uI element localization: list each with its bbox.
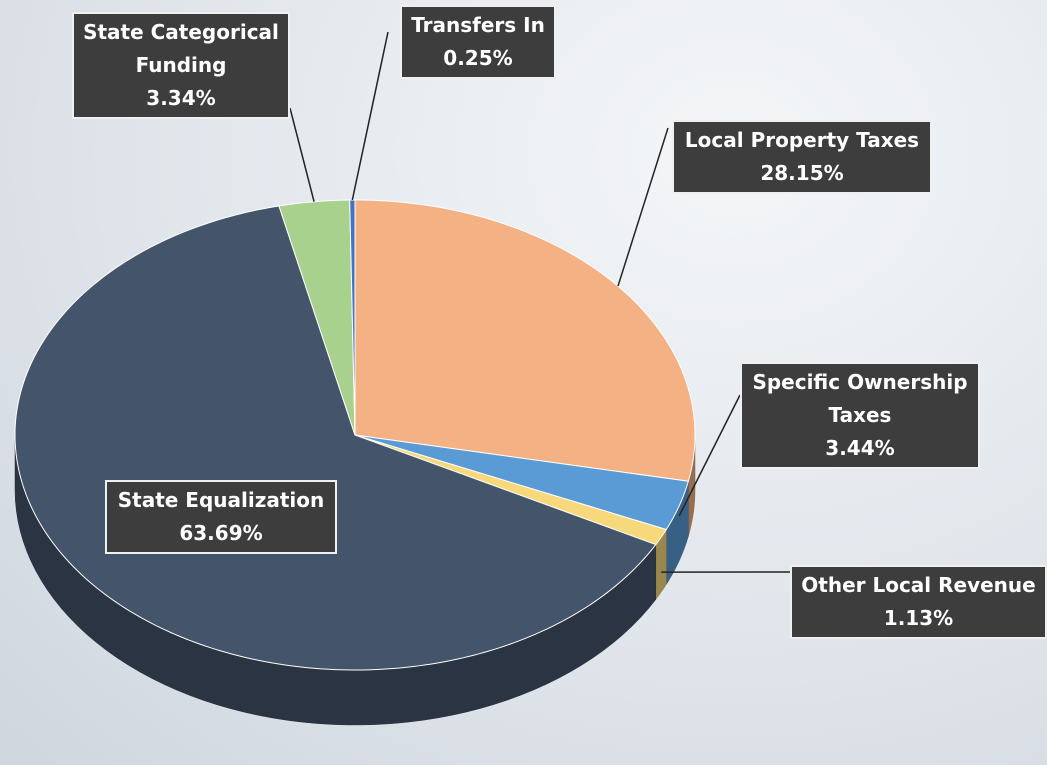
label-name: State Categorical Funding xyxy=(80,16,282,82)
label-value: 0.25% xyxy=(408,42,548,75)
label-name: Specific Ownership Taxes xyxy=(748,366,972,432)
label-name: Local Property Taxes xyxy=(680,124,924,157)
leader-line xyxy=(290,108,314,202)
label-value: 3.34% xyxy=(80,82,282,115)
label-value: 28.15% xyxy=(680,157,924,190)
label-value: 63.69% xyxy=(113,517,329,550)
label-value: 1.13% xyxy=(798,602,1039,635)
chart: Local Property Taxes28.15% Specific Owner… xyxy=(0,0,1047,765)
label-name: State Equalization xyxy=(113,484,329,517)
label-value: 3.44% xyxy=(748,432,972,465)
leader-line xyxy=(618,128,668,286)
label-name: Transfers In xyxy=(408,9,548,42)
pie-slice xyxy=(355,200,695,481)
leader-line xyxy=(352,32,388,200)
label-name: Other Local Revenue xyxy=(798,569,1039,602)
